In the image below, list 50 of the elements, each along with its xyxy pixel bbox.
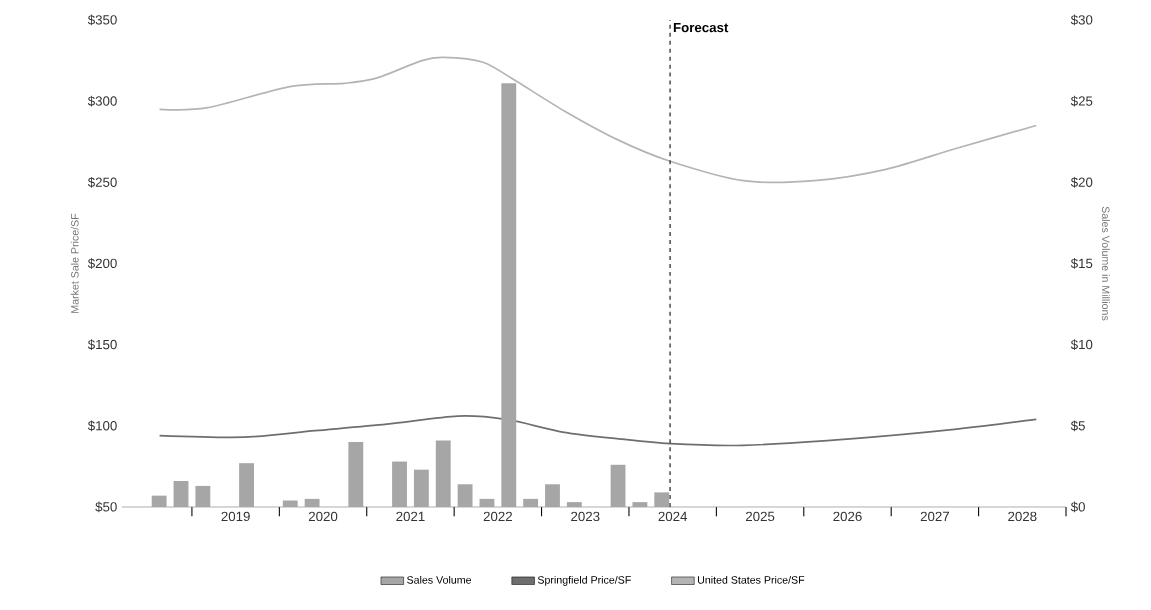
bar [392,461,407,507]
y-tick-label: $350 [87,14,117,26]
bar [610,464,626,507]
bar [413,469,429,507]
y2-tick-label: $10 [1070,339,1093,351]
bar [304,498,320,507]
bar [654,492,670,507]
y2-tick-label: $15 [1070,258,1093,269]
y2-tick-label: $25 [1070,95,1093,107]
x-tick-label: 2022 [483,511,512,522]
y2-tick-label: $5 [1070,420,1085,432]
bar [545,484,560,507]
y2-axis-title: Sales Volume in Millions [1101,206,1110,321]
x-tick-label: 2024 [658,511,688,522]
x-tick-label: 2023 [571,511,600,522]
y-tick-label: $150 [87,339,117,351]
x-tick-label: 2019 [221,511,250,522]
bar [195,485,211,507]
y-axis-title: Market Sale Price/SF [70,213,79,313]
bar [501,83,517,507]
y-tick-label: $300 [87,95,117,107]
x-tick-label: 2027 [920,511,950,522]
bar [566,502,582,507]
y-tick-label: $50 [95,501,117,513]
legend-label: Springfield Price/SF [537,575,631,586]
bar [348,442,364,507]
ref-line-label: Forecast [673,22,729,33]
legend-label: Sales Volume [407,575,472,584]
x-tick-label: 2025 [745,511,775,522]
x-tick-label: 2021 [396,511,425,522]
bar [479,498,495,507]
x-tick-label: 2028 [1008,511,1037,522]
bar [632,502,648,507]
y2-tick-label: $30 [1070,14,1093,26]
bar [457,484,473,507]
line-series [158,415,1038,447]
bar [282,500,298,507]
bar [435,440,451,507]
x-tick-label: 2020 [308,511,338,522]
legend-label: United States Price/SF [697,575,805,584]
bar [173,481,189,507]
y-tick-label: $250 [87,176,117,188]
bar [151,495,167,507]
y2-tick-label: $20 [1070,176,1093,188]
y-tick-label: $200 [87,258,117,269]
y-tick-label: $100 [87,420,117,432]
y2-tick-label: $0 [1070,501,1085,513]
x-tick-label: 2026 [833,511,862,522]
bar [239,463,254,507]
bar [523,498,539,507]
